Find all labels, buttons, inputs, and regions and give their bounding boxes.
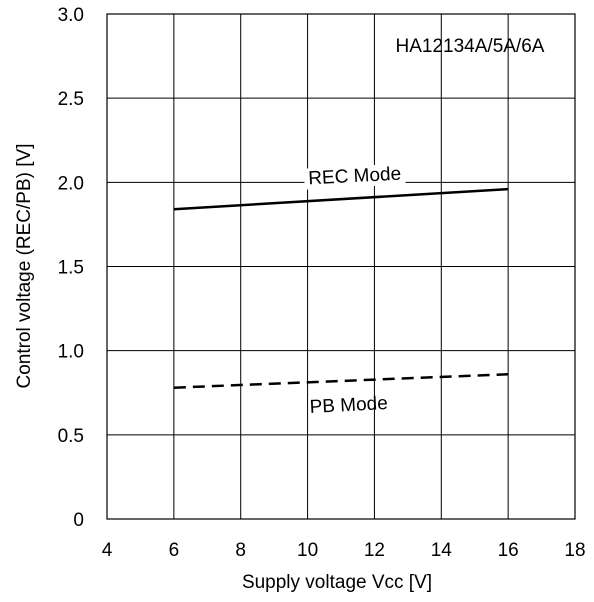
x-tick-labels: 4 6 8 10 12 14 16 18 bbox=[102, 540, 586, 561]
plot-frame bbox=[106, 13, 576, 520]
y-tick-label: 0.5 bbox=[58, 426, 84, 447]
x-tick-label: 14 bbox=[431, 540, 453, 561]
x-axis-title: Supply voltage Vcc [V] bbox=[242, 572, 432, 593]
chip-annotation: HA12134A/5A/6A bbox=[396, 36, 545, 57]
series-layer bbox=[173, 187, 509, 389]
grid bbox=[106, 13, 576, 520]
label-backing bbox=[303, 163, 406, 190]
y-tick-label: 1.5 bbox=[58, 258, 84, 279]
y-tick-label: 0 bbox=[73, 510, 84, 531]
series-line-pb-mode bbox=[173, 372, 509, 389]
series-label-pb-mode: PB Mode bbox=[309, 393, 388, 418]
y-tick-labels: 0 0.5 1.0 1.5 2.0 2.5 3.0 bbox=[58, 5, 84, 531]
y-tick-label: 3.0 bbox=[58, 5, 84, 26]
x-tick-label: 10 bbox=[297, 540, 318, 561]
x-tick-label: 4 bbox=[102, 540, 113, 561]
x-tick-label: 18 bbox=[564, 540, 585, 561]
y-tick-label: 1.0 bbox=[58, 342, 84, 363]
x-tick-label: 12 bbox=[364, 540, 385, 561]
series-line-rec-mode bbox=[173, 187, 509, 211]
x-tick-label: 16 bbox=[498, 540, 519, 561]
series-label-rec-mode: REC Mode bbox=[308, 164, 402, 190]
y-axis-title: Control voltage (REC/PB) [V] bbox=[14, 144, 35, 389]
x-tick-label: 8 bbox=[235, 540, 246, 561]
y-tick-label: 2.5 bbox=[58, 89, 84, 110]
y-tick-label: 2.0 bbox=[58, 173, 84, 194]
x-tick-label: 6 bbox=[169, 540, 180, 561]
